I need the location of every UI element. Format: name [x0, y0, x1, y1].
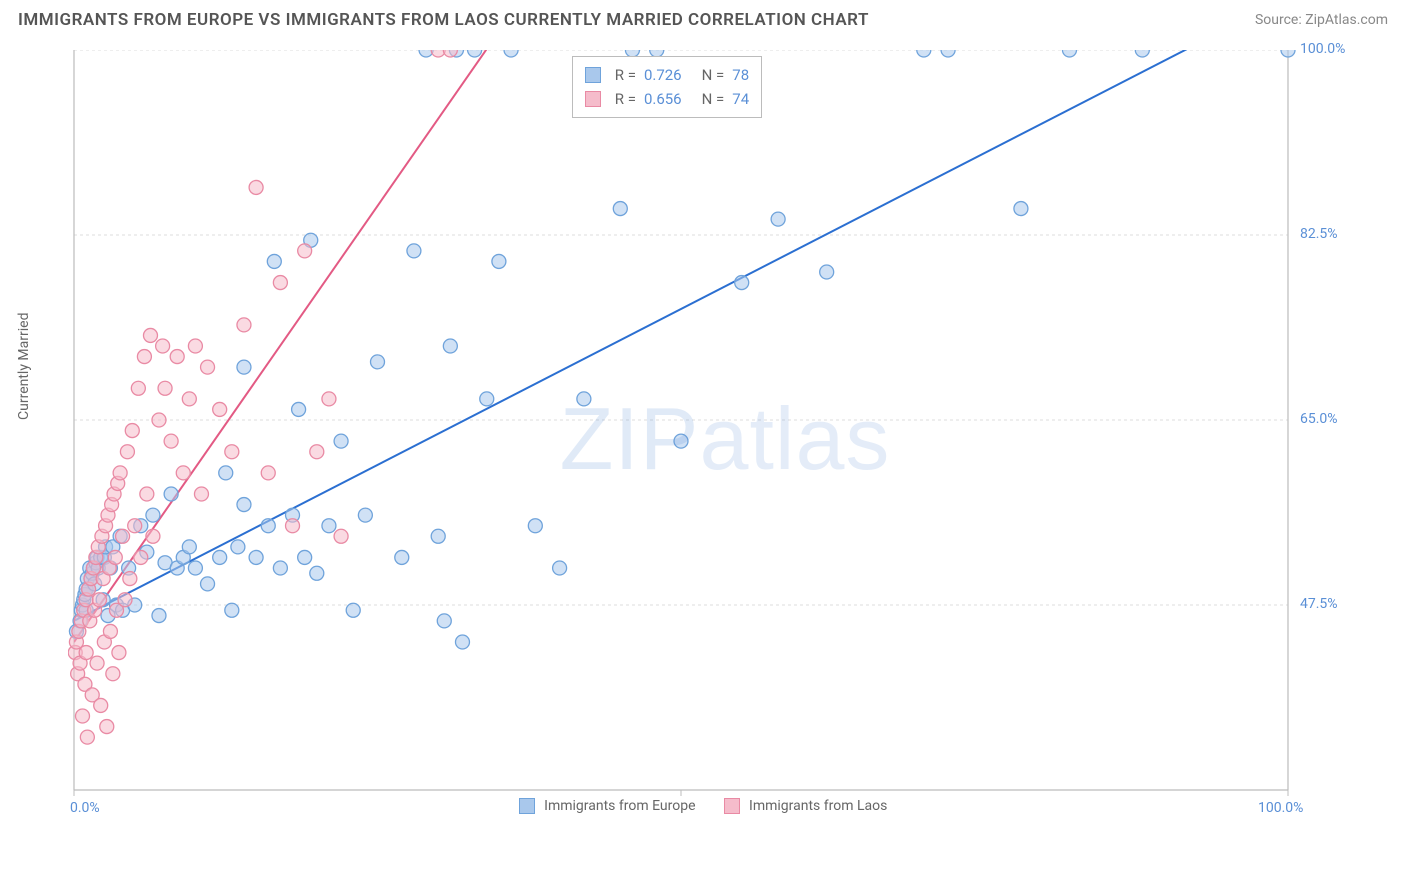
- series-legend-item: Immigrants from Laos: [724, 798, 888, 892]
- y-axis-label: Currently Married: [16, 313, 32, 420]
- legend-r-value: 0.656: [644, 87, 682, 111]
- legend-swatch: [585, 67, 601, 83]
- chart-title: IMMIGRANTS FROM EUROPE VS IMMIGRANTS FRO…: [18, 10, 869, 30]
- scatter-plot-svg: [68, 50, 1348, 820]
- legend-n-label: N =: [702, 87, 725, 111]
- series-legend: Immigrants from Europe Immigrants from L…: [0, 798, 1406, 892]
- series-legend-item: Immigrants from Europe: [519, 798, 696, 892]
- y-tick-label: 82.5%: [1300, 226, 1338, 242]
- legend-n-value: 78: [732, 63, 749, 87]
- correlation-legend: R = 0.726 N = 78 R = 0.656 N = 74: [572, 56, 762, 118]
- legend-n-value: 74: [732, 87, 749, 111]
- series-name: Immigrants from Laos: [749, 798, 887, 814]
- legend-n-label: N =: [702, 63, 725, 87]
- series-name: Immigrants from Europe: [544, 798, 695, 814]
- legend-swatch: [585, 91, 601, 107]
- plot-area: ZIPatlas R = 0.726 N = 78 R = 0.656 N = …: [68, 50, 1348, 820]
- y-tick-label: 100.0%: [1300, 41, 1345, 57]
- legend-row: R = 0.726 N = 78: [585, 63, 749, 87]
- legend-r-value: 0.726: [644, 63, 682, 87]
- y-tick-label: 47.5%: [1300, 596, 1338, 612]
- y-tick-label: 65.0%: [1300, 411, 1338, 427]
- legend-swatch: [519, 798, 535, 814]
- legend-row: R = 0.656 N = 74: [585, 87, 749, 111]
- legend-r-label: R =: [615, 63, 636, 87]
- legend-swatch: [724, 798, 740, 814]
- legend-r-label: R =: [615, 87, 636, 111]
- source-attribution: Source: ZipAtlas.com: [1255, 12, 1388, 28]
